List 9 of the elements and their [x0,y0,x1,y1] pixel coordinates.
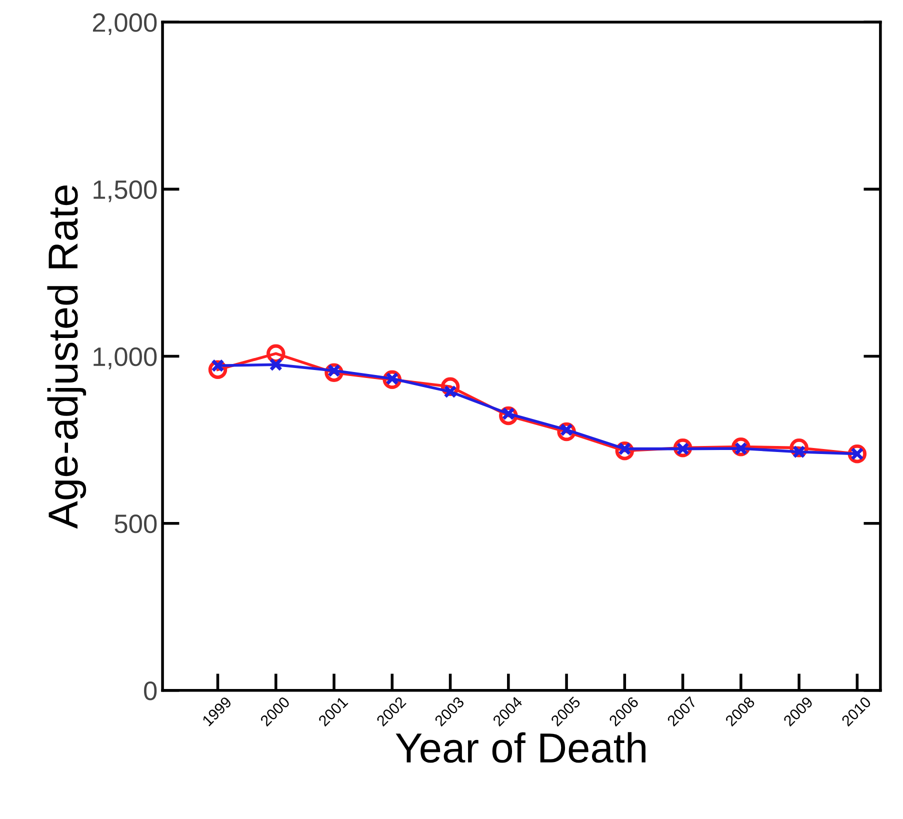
y-tick-label: 2,000 [92,13,157,36]
y-tick-label: 500 [114,514,157,534]
y-tick-label: 0 [144,682,157,700]
y-tick-label: 1,500 [94,180,157,202]
y-axis-title: Age-adjusted Rate [47,186,86,529]
point [269,358,282,372]
y-tick-label: 1,000 [94,347,157,370]
point [848,444,867,464]
x-axis-title: Year of Death [396,732,646,763]
